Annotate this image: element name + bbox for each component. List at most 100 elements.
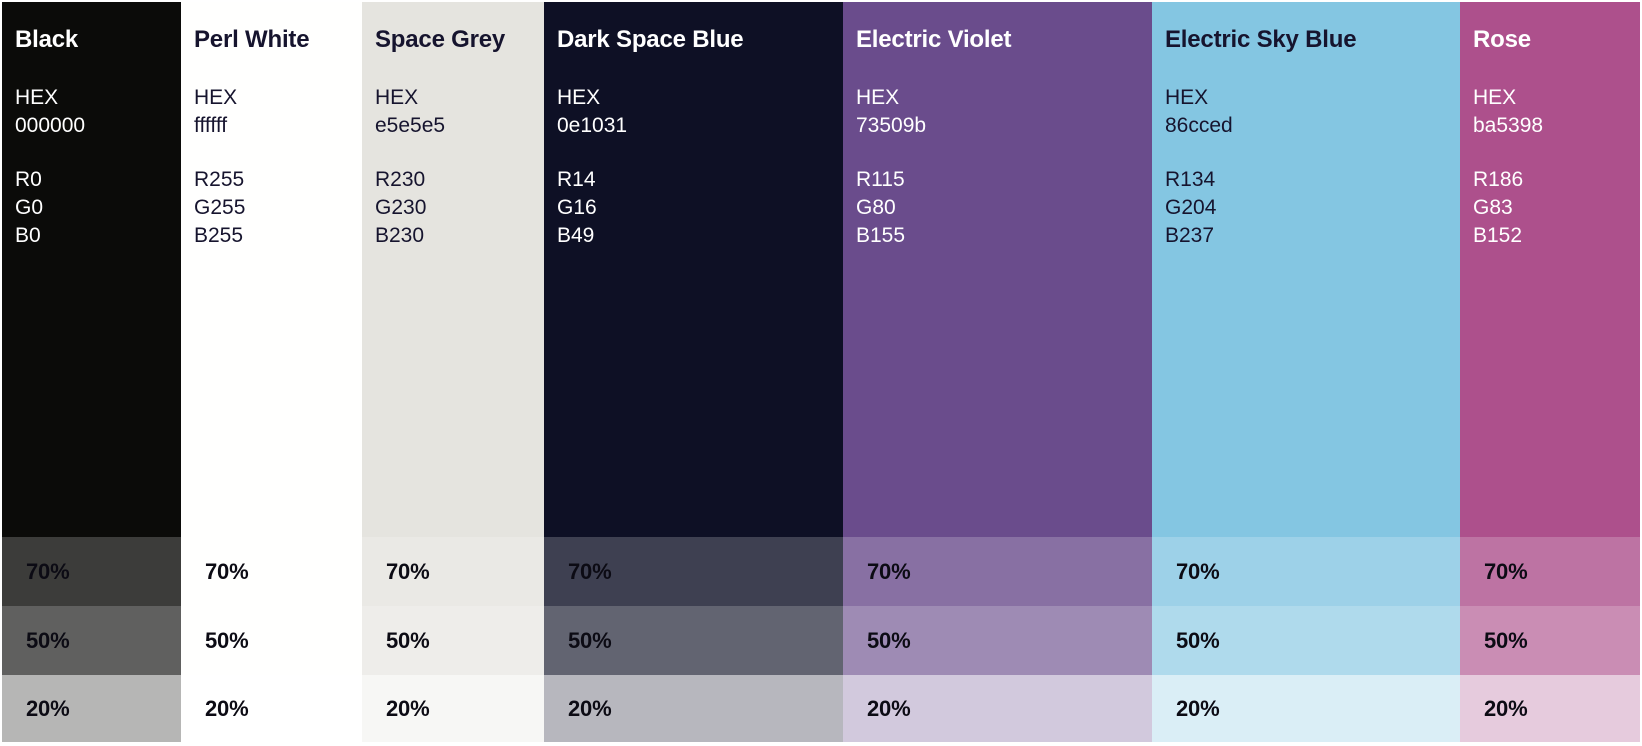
hex-label: HEX — [1473, 86, 1517, 109]
rgb-value-green: G0 — [15, 196, 44, 219]
rgb-value-blue: B152 — [1473, 224, 1523, 247]
hex-block: HEX 86cced — [1165, 84, 1450, 140]
swatch-info: Electric Sky Blue HEX 86cced R134 G204 B… — [1152, 2, 1460, 537]
tint-percentage-label: 70% — [386, 558, 430, 584]
tint-row-50: 50% — [544, 606, 843, 675]
tint-percentage-label: 50% — [1176, 627, 1220, 653]
tint-row-20: 20% — [843, 675, 1152, 742]
rgb-value-green: G83 — [1473, 196, 1513, 219]
color-name: Space Grey — [375, 26, 506, 53]
hex-value: 73509b — [856, 114, 927, 137]
tint-row-50: 50% — [843, 606, 1152, 675]
tint-percentage-label: 70% — [26, 558, 70, 584]
hex-value: 000000 — [15, 114, 86, 137]
tint-rows: 70% 50% 20% — [544, 537, 843, 742]
tint-row-50: 50% — [2, 606, 181, 675]
hex-block: HEX 73509b — [856, 84, 1142, 140]
rgb-value-red: R14 — [557, 168, 596, 191]
rgb-block: R134 G204 B237 — [1165, 166, 1450, 250]
hex-value: ba5398 — [1473, 114, 1544, 137]
tint-rows: 70% 50% 20% — [2, 537, 181, 742]
tint-row-70: 70% — [843, 537, 1152, 606]
rgb-block: R255 G255 B255 — [194, 166, 352, 250]
rgb-value-green: G230 — [375, 196, 427, 219]
rgb-value-green: G204 — [1165, 196, 1217, 219]
tint-row-70: 70% — [544, 537, 843, 606]
tint-row-20: 20% — [1460, 675, 1640, 742]
color-swatch-column: Space Grey HEX e5e5e5 R230 G230 B230 70%… — [362, 2, 544, 742]
tint-percentage-label: 50% — [1484, 627, 1528, 653]
hex-block: HEX ba5398 — [1473, 84, 1630, 140]
tint-row-50: 50% — [1460, 606, 1640, 675]
tint-percentage-label: 70% — [867, 558, 911, 584]
tint-row-70: 70% — [181, 537, 362, 606]
tint-row-20: 20% — [2, 675, 181, 742]
tint-percentage-label: 50% — [26, 627, 70, 653]
tint-percentage-label: 20% — [1176, 695, 1220, 721]
hex-label: HEX — [15, 86, 59, 109]
tint-percentage-label: 20% — [867, 695, 911, 721]
tint-row-70: 70% — [1460, 537, 1640, 606]
tint-row-70: 70% — [2, 537, 181, 606]
rgb-value-blue: B0 — [15, 224, 41, 247]
rgb-value-green: G16 — [557, 196, 597, 219]
color-swatch-column: Electric Violet HEX 73509b R115 G80 B155… — [843, 2, 1152, 742]
rgb-value-red: R230 — [375, 168, 426, 191]
rgb-block: R0 G0 B0 — [15, 166, 171, 250]
tint-percentage-label: 20% — [26, 695, 70, 721]
tint-percentage-label: 50% — [205, 627, 249, 653]
tint-row-50: 50% — [1152, 606, 1460, 675]
color-name: Electric Violet — [856, 26, 1012, 53]
hex-value: 0e1031 — [557, 114, 628, 137]
tint-row-50: 50% — [362, 606, 544, 675]
swatch-info: Black HEX 000000 R0 G0 B0 — [2, 2, 181, 537]
rgb-block: R230 G230 B230 — [375, 166, 534, 250]
swatch-info: Space Grey HEX e5e5e5 R230 G230 B230 — [362, 2, 544, 537]
color-name: Dark Space Blue — [557, 26, 744, 53]
rgb-value-red: R0 — [15, 168, 42, 191]
swatch-info: Rose HEX ba5398 R186 G83 B152 — [1460, 2, 1640, 537]
swatch-info: Dark Space Blue HEX 0e1031 R14 G16 B49 — [544, 2, 843, 537]
rgb-value-green: G80 — [856, 196, 896, 219]
tint-percentage-label: 70% — [1176, 558, 1220, 584]
hex-label: HEX — [856, 86, 900, 109]
tint-rows: 70% 50% 20% — [843, 537, 1152, 742]
color-name: Rose — [1473, 26, 1531, 53]
tint-rows: 70% 50% 20% — [181, 537, 362, 742]
tint-percentage-label: 70% — [1484, 558, 1528, 584]
tint-row-20: 20% — [181, 675, 362, 742]
hex-label: HEX — [557, 86, 601, 109]
rgb-value-blue: B155 — [856, 224, 906, 247]
tint-percentage-label: 70% — [205, 558, 249, 584]
tint-rows: 70% 50% 20% — [362, 537, 544, 742]
color-name: Perl White — [194, 26, 310, 53]
color-swatch-column: Dark Space Blue HEX 0e1031 R14 G16 B49 7… — [544, 2, 843, 742]
hex-label: HEX — [194, 86, 238, 109]
rgb-value-blue: B49 — [557, 224, 595, 247]
rgb-value-red: R186 — [1473, 168, 1524, 191]
tint-percentage-label: 20% — [568, 695, 612, 721]
hex-value: e5e5e5 — [375, 114, 446, 137]
tint-percentage-label: 50% — [386, 627, 430, 653]
rgb-block: R14 G16 B49 — [557, 166, 833, 250]
tint-row-70: 70% — [362, 537, 544, 606]
tint-row-20: 20% — [544, 675, 843, 742]
tint-row-50: 50% — [181, 606, 362, 675]
color-swatch-column: Electric Sky Blue HEX 86cced R134 G204 B… — [1152, 2, 1460, 742]
color-name: Electric Sky Blue — [1165, 26, 1357, 53]
tint-row-20: 20% — [362, 675, 544, 742]
rgb-value-red: R134 — [1165, 168, 1216, 191]
tint-percentage-label: 20% — [205, 695, 249, 721]
tint-rows: 70% 50% 20% — [1152, 537, 1460, 742]
hex-block: HEX e5e5e5 — [375, 84, 534, 140]
rgb-value-blue: B237 — [1165, 224, 1215, 247]
hex-block: HEX 0e1031 — [557, 84, 833, 140]
hex-value: 86cced — [1165, 114, 1233, 137]
swatch-info: Perl White HEX ffffff R255 G255 B255 — [181, 2, 362, 537]
rgb-value-green: G255 — [194, 196, 246, 219]
color-name: Black — [15, 26, 79, 53]
tint-percentage-label: 70% — [568, 558, 612, 584]
tint-row-20: 20% — [1152, 675, 1460, 742]
tint-percentage-label: 20% — [1484, 695, 1528, 721]
